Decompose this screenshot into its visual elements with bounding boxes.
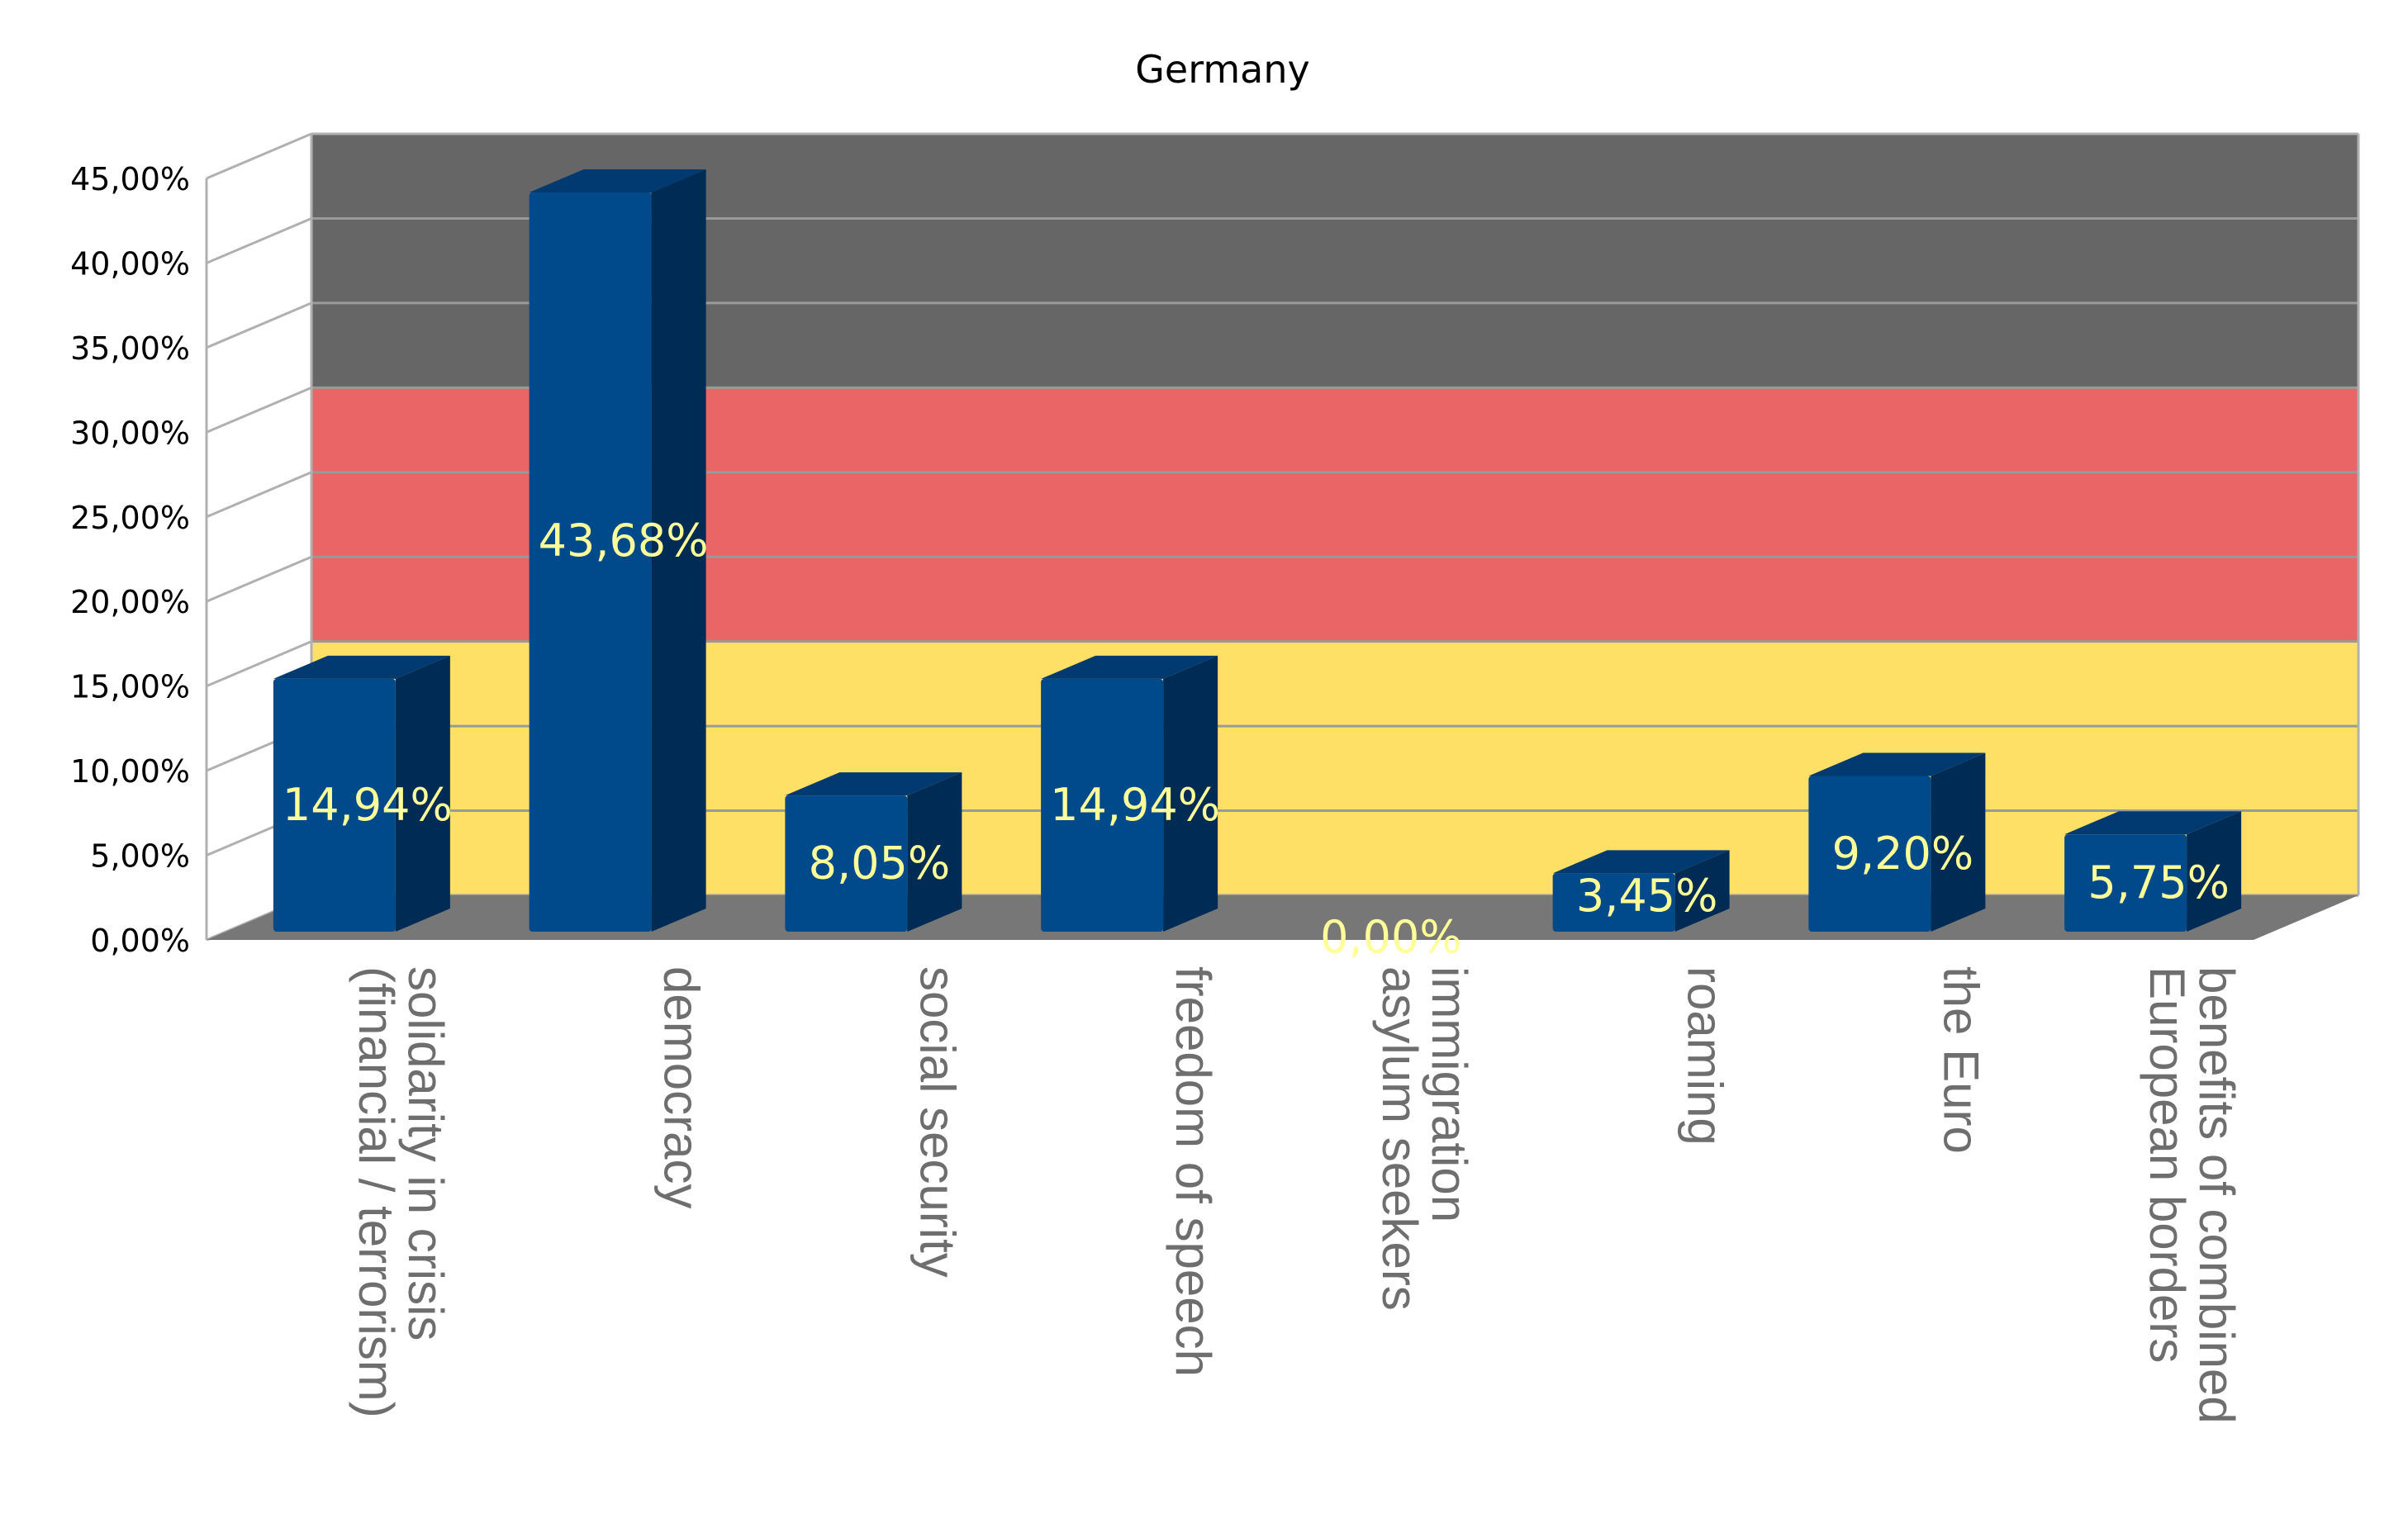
category-label: social security <box>910 966 965 1278</box>
side-gridline <box>206 386 312 434</box>
bar-side <box>1674 850 1730 932</box>
data-label: 14,94% <box>1050 779 1220 831</box>
bar <box>273 678 396 932</box>
y-tick-label: 10,00% <box>70 753 190 790</box>
chart-title: Germany <box>1135 47 1309 92</box>
bar-top <box>1808 752 1986 776</box>
bar-top <box>785 772 962 796</box>
y-tick-label: 45,00% <box>70 161 190 197</box>
bar-side <box>1931 752 1986 932</box>
side-gridline <box>206 471 312 519</box>
data-label: 3,45% <box>1576 870 1718 922</box>
bar <box>1041 678 1164 932</box>
category-label: benefits of combined <box>2189 966 2244 1424</box>
bar-group: 3,45% roaming <box>1552 850 1733 1146</box>
bar-group: 14,94% solidarity in crisis(financial / t… <box>273 655 454 1418</box>
side-gridline <box>206 132 312 180</box>
bar <box>1552 873 1675 932</box>
y-tick-label: 40,00% <box>70 245 190 282</box>
bar <box>529 192 652 932</box>
bar <box>2064 834 2187 932</box>
data-label: 5,75% <box>2087 857 2230 909</box>
category-label: asylum seekers <box>1372 966 1427 1311</box>
bar <box>1808 776 1931 932</box>
bar-group: 8,05% social security <box>785 772 965 1278</box>
data-label: 8,05% <box>809 838 951 890</box>
bar-top <box>529 169 706 193</box>
y-tick-label: 0,00% <box>90 923 190 959</box>
bar-group: 43,68% democracy <box>529 169 710 1208</box>
bar-top <box>1041 655 1218 679</box>
category-label: democracy <box>654 966 710 1208</box>
side-gridline <box>206 555 312 603</box>
bar-group: 14,94% freedom of speech <box>1041 655 1221 1377</box>
y-tick-label: 30,00% <box>70 415 190 451</box>
side-gridline <box>206 640 312 688</box>
plot-area: 0,00% 5,00% 10,00% 15,00% 20,00% 25,00% 30,00%… <box>70 132 2360 1424</box>
y-tick-label: 5,00% <box>90 838 190 875</box>
bar-top <box>1552 850 1730 874</box>
category-label: solidarity in crisis <box>398 966 454 1341</box>
category-label: the Euro <box>1933 966 1988 1154</box>
bar-top <box>273 655 450 679</box>
category-label: (financial / terrorism) <box>349 966 404 1418</box>
y-tick-label: 20,00% <box>70 584 190 620</box>
category-label: freedom of speech <box>1166 966 1221 1377</box>
side-gridline <box>206 217 312 264</box>
bar-side <box>2187 811 2242 932</box>
data-label: 14,94% <box>283 779 453 831</box>
category-label: roaming <box>1678 966 1733 1146</box>
bar-side <box>395 655 450 932</box>
y-tick-label: 35,00% <box>70 330 190 367</box>
category-label: European borders <box>2140 966 2195 1363</box>
data-label: 0,00% <box>1320 911 1462 963</box>
bar-side <box>651 169 706 932</box>
bar-top <box>2064 811 2242 835</box>
bar-group: 9,20% the Euro <box>1808 752 1988 1154</box>
data-label: 9,20% <box>1832 828 1974 880</box>
bar <box>785 795 908 932</box>
category-label: immigration <box>1422 966 1477 1222</box>
side-gridline <box>206 301 312 349</box>
bar-side <box>907 772 962 932</box>
bar-side <box>1163 655 1218 932</box>
y-tick-label: 25,00% <box>70 500 190 536</box>
y-tick-label: 15,00% <box>70 669 190 705</box>
data-label: 43,68% <box>539 515 709 567</box>
